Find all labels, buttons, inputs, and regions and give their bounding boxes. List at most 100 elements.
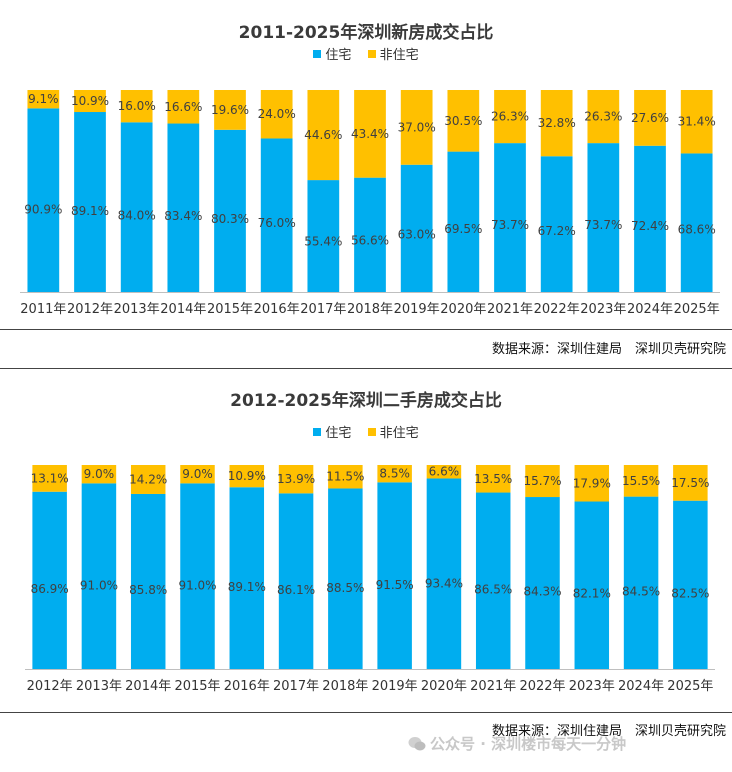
bar-nonresidential	[426, 465, 462, 479]
x-tick-label: 2025年	[667, 679, 713, 694]
x-tick-label: 2018年	[347, 302, 393, 317]
data-label-nonresidential: 16.0%	[118, 99, 156, 113]
data-label-residential: 91.0%	[178, 578, 216, 592]
bar-nonresidential	[634, 90, 666, 146]
x-tick-label: 2016年	[224, 679, 270, 694]
bar-residential	[32, 491, 67, 669]
wechat-icon	[408, 736, 426, 756]
bar-residential	[634, 145, 666, 292]
divider	[0, 712, 732, 713]
bar-residential	[587, 143, 620, 292]
bar-residential	[475, 492, 511, 669]
data-label-residential: 63.0%	[398, 228, 436, 242]
bar-residential	[81, 483, 117, 669]
bar-nonresidential	[229, 465, 265, 488]
legend-label-residential: 住宅	[325, 48, 352, 63]
bar-residential	[447, 151, 480, 292]
bar-nonresidential	[32, 465, 67, 492]
data-label-nonresidential: 27.6%	[631, 111, 669, 125]
data-label-residential: 76.0%	[258, 216, 296, 230]
bar-residential	[426, 478, 462, 669]
x-tick-label: 2011年	[20, 302, 66, 317]
data-label-nonresidential: 14.2%	[129, 472, 167, 486]
data-label-nonresidential: 43.4%	[351, 127, 389, 141]
x-tick-label: 2021年	[487, 302, 533, 317]
x-tick-label: 2023年	[569, 679, 615, 694]
data-label-nonresidential: 44.6%	[304, 128, 342, 142]
data-label-nonresidential: 26.3%	[491, 110, 529, 124]
data-label-residential: 80.3%	[211, 212, 249, 226]
x-tick-label: 2021年	[470, 679, 516, 694]
watermark: 公众号 · 深圳楼市每天一分钟	[408, 733, 626, 756]
data-label-nonresidential: 32.8%	[538, 116, 576, 130]
data-label-residential: 68.6%	[678, 223, 716, 237]
data-label-residential: 69.5%	[444, 222, 482, 236]
bar-nonresidential	[623, 465, 659, 497]
data-label-residential: 86.1%	[277, 583, 315, 597]
bar-nonresidential	[525, 465, 560, 498]
data-label-residential: 86.9%	[31, 582, 69, 596]
x-tick-label: 2014年	[125, 679, 171, 694]
bar-residential	[328, 488, 363, 669]
data-label-nonresidential: 17.9%	[573, 476, 611, 490]
data-label-nonresidential: 9.0%	[84, 467, 115, 481]
data-label-nonresidential: 17.5%	[671, 476, 709, 490]
data-label-residential: 82.5%	[671, 586, 709, 600]
bar-residential	[167, 123, 200, 292]
data-label-residential: 91.0%	[80, 578, 118, 592]
new-home-chart-panel: 2011-2025年深圳新房成交占比 住宅 非住宅 90.9% 9.1% 2011年…	[0, 0, 732, 370]
chart-legend: 住宅 非住宅	[0, 422, 732, 441]
legend-label-residential: 住宅	[325, 426, 352, 441]
bar-nonresidential	[214, 90, 246, 130]
bar-nonresidential	[447, 90, 480, 152]
data-label-residential: 84.0%	[118, 209, 156, 223]
x-tick-label: 2012年	[67, 302, 113, 317]
x-tick-label: 2022年	[519, 679, 565, 694]
data-label-residential: 84.3%	[523, 585, 561, 599]
new-home-stacked-bar-chart: 90.9% 9.1% 2011年 89.1% 10.9% 2012年 84.0% 16.0% 2…	[20, 90, 720, 317]
panel-separator	[0, 368, 732, 369]
bar-residential	[494, 143, 526, 292]
data-label-residential: 89.1%	[71, 204, 109, 218]
x-tick-label: 2020年	[421, 679, 467, 694]
x-tick-label: 2013年	[114, 302, 160, 317]
data-label-residential: 67.2%	[538, 224, 576, 238]
bar-residential	[130, 493, 166, 669]
bar-residential	[278, 493, 314, 669]
data-label-nonresidential: 24.0%	[258, 107, 296, 121]
data-label-residential: 86.5%	[474, 583, 512, 597]
data-label-residential: 91.5%	[376, 578, 414, 592]
bar-nonresidential	[328, 465, 363, 489]
x-tick-label: 2014年	[160, 302, 206, 317]
data-label-residential: 73.7%	[584, 218, 622, 232]
bar-nonresidential	[540, 90, 573, 157]
bar-residential	[680, 153, 713, 292]
data-label-nonresidential: 13.5%	[474, 472, 512, 486]
x-tick-label: 2025年	[674, 302, 720, 317]
bar-nonresidential	[587, 90, 620, 144]
data-label-nonresidential: 16.6%	[164, 100, 202, 114]
bar-nonresidential	[167, 90, 200, 124]
bar-nonresidential	[673, 465, 708, 501]
data-label-residential: 89.1%	[228, 580, 266, 594]
bar-residential	[27, 108, 60, 292]
bar-nonresidential	[307, 90, 340, 181]
bar-residential	[120, 122, 153, 292]
data-label-residential: 73.7%	[491, 218, 529, 232]
data-source-note: 数据来源：深圳住建局 深圳贝壳研究院	[491, 724, 726, 739]
data-label-residential: 72.4%	[631, 219, 669, 233]
x-tick-label: 2015年	[207, 302, 253, 317]
bar-nonresidential	[377, 465, 412, 483]
data-label-nonresidential: 9.1%	[28, 92, 59, 106]
bar-residential	[260, 138, 293, 292]
x-tick-label: 2013年	[76, 679, 122, 694]
data-label-residential: 88.5%	[326, 581, 364, 595]
x-tick-label: 2024年	[627, 302, 673, 317]
data-label-residential: 90.9%	[24, 202, 62, 216]
legend-item-residential: 住宅	[313, 422, 351, 441]
x-tick-label: 2024年	[618, 679, 664, 694]
data-label-nonresidential: 26.3%	[584, 110, 622, 124]
data-label-residential: 93.4%	[425, 576, 463, 590]
bar-nonresidential	[400, 90, 433, 165]
bar-residential	[673, 500, 708, 669]
